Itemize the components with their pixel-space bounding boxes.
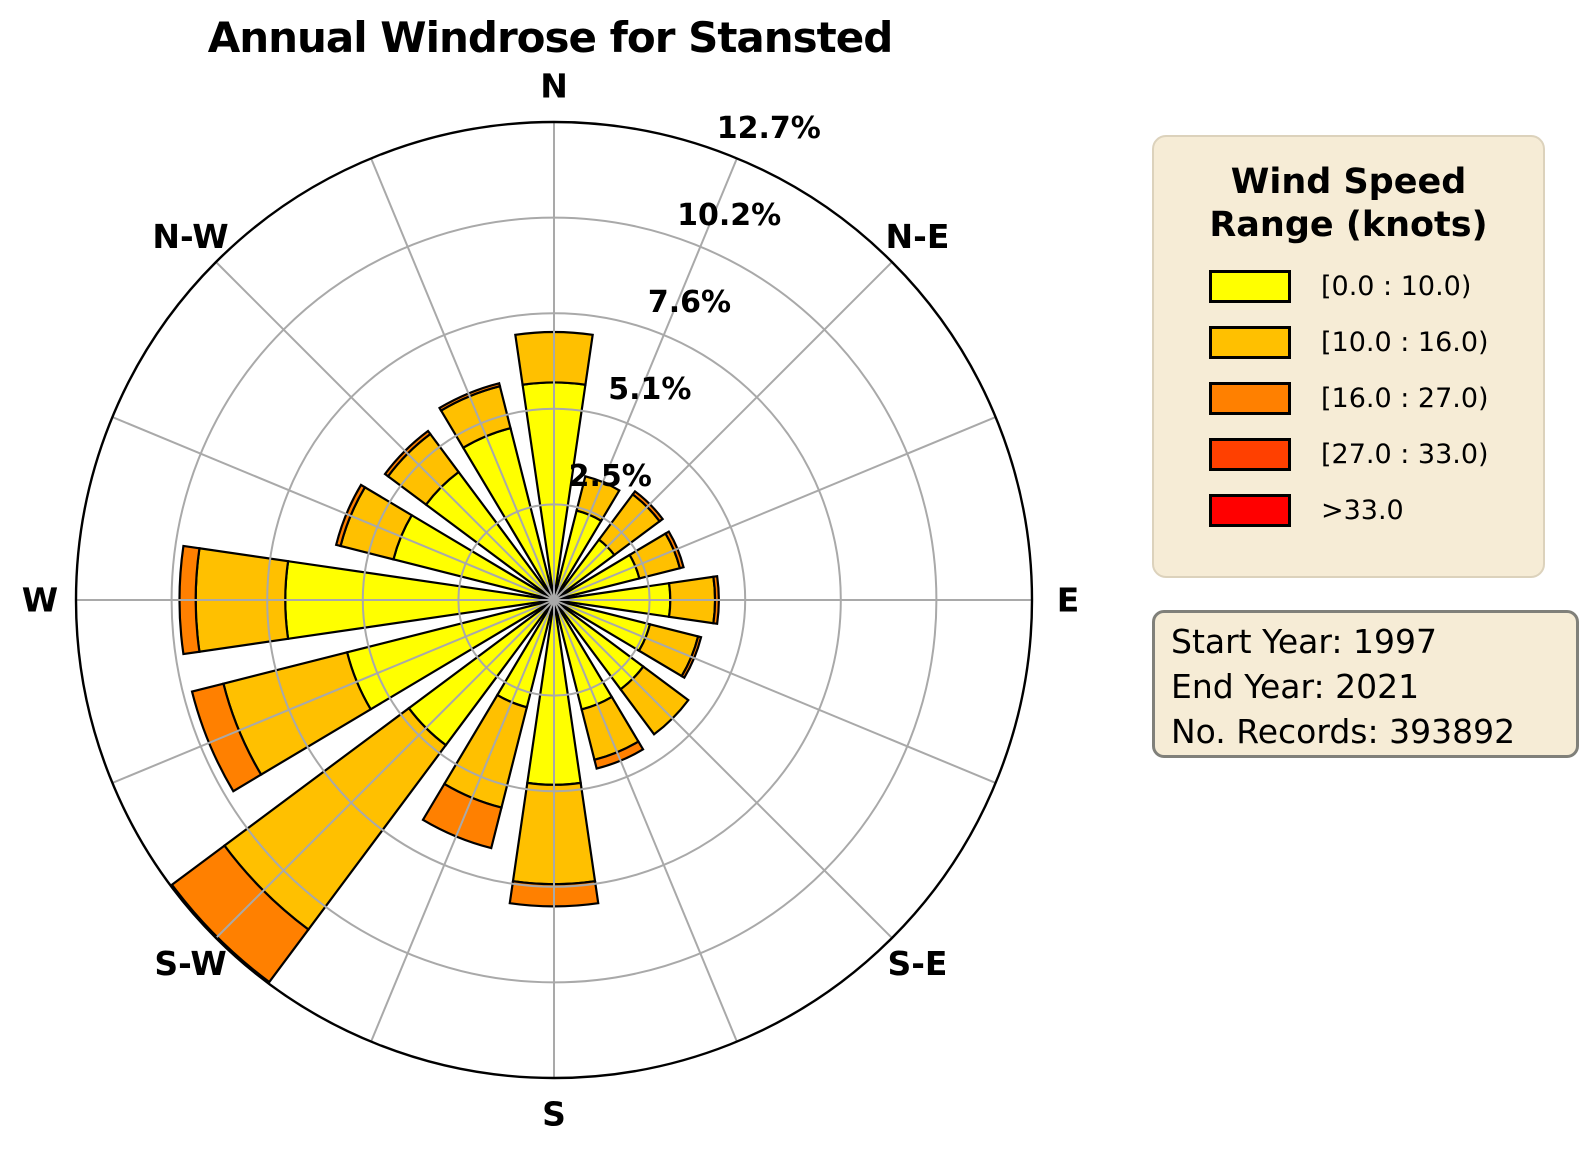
grid-radial-135 [553,599,893,939]
legend-label-3: [27.0 : 33.0) [1321,439,1489,471]
legend-label-0: [0.0 : 10.0) [1321,271,1472,303]
legend-title: Wind Speed Range (knots) [1209,162,1488,245]
ring-label-7.6%: 7.6% [648,285,731,320]
legend-items: [0.0 : 10.0) [10.0 : 16.0) [16.0 : 27.0) [2… [1154,270,1543,528]
legend-box: Wind Speed Range (knots) [0.0 : 10.0) [10… [1152,135,1545,578]
legend-swatch-0 [1209,270,1291,304]
legend-swatch-4 [1209,494,1291,528]
legend-row-2: [16.0 : 27.0) [1154,382,1543,416]
grid-ring-7.6% [266,312,842,888]
grid-radial-202.5 [370,599,555,1042]
compass-label-N: N [540,67,568,106]
chart-title: Annual Windrose for Stansted [208,13,893,62]
legend-label-4: >33.0 [1321,495,1404,527]
grid-radial-247.5 [112,599,555,784]
legend-swatch-2 [1209,382,1291,416]
petal-NNW-bin-2 [438,381,502,413]
petal-SSW-bin-2 [421,782,503,850]
compass-label-S: S [542,1095,566,1134]
grid-radial-157.5 [553,599,738,1042]
grid-radial-112.5 [553,599,996,784]
compass-label-N-E: N-E [886,217,950,256]
ring-label-12.7%: 12.7% [717,111,821,146]
grid-radial-67.5 [553,416,996,601]
ring-label-5.1%: 5.1% [608,372,691,407]
grid-radial-337.5 [370,158,555,601]
grid-ring-10.2% [170,216,938,984]
grid-radial-22.5 [553,158,738,601]
ring-label-2.5%: 2.5% [569,459,652,494]
ring-label-10.2%: 10.2% [677,198,781,233]
info-start-year: Start Year: 1997 [1171,622,1437,661]
grid-radial-292.5 [112,416,555,601]
legend-swatch-1 [1209,326,1291,360]
grid-radial-225 [215,599,555,939]
petal-WSW-bin-2 [190,682,263,793]
compass-label-S-E: S-E [887,944,947,983]
compass-label-S-W: S-W [154,944,226,983]
grid-ring-5.1% [361,407,747,793]
info-end-year: End Year: 2021 [1171,667,1420,706]
info-box: Start Year: 1997 End Year: 2021 No. Reco… [1152,610,1579,758]
legend-row-0: [0.0 : 10.0) [1154,270,1543,304]
legend-row-3: [27.0 : 33.0) [1154,438,1543,472]
legend-row-1: [10.0 : 16.0) [1154,326,1543,360]
info-records: No. Records: 393892 [1171,712,1516,751]
compass-label-W: W [22,581,58,620]
petal-NW-bin-2 [383,429,432,478]
grid-radial-45 [553,261,893,601]
grid-radial-315 [215,261,555,601]
grid-ring-12.7% [74,120,1034,1080]
compass-label-N-W: N-W [152,217,228,256]
legend-swatch-3 [1209,438,1291,472]
grid-ring-2.5% [457,503,651,697]
legend-label-1: [10.0 : 16.0) [1321,327,1489,359]
legend-row-4: >33.0 [1154,494,1543,528]
compass-label-E: E [1057,581,1080,620]
legend-label-2: [16.0 : 27.0) [1321,383,1489,415]
